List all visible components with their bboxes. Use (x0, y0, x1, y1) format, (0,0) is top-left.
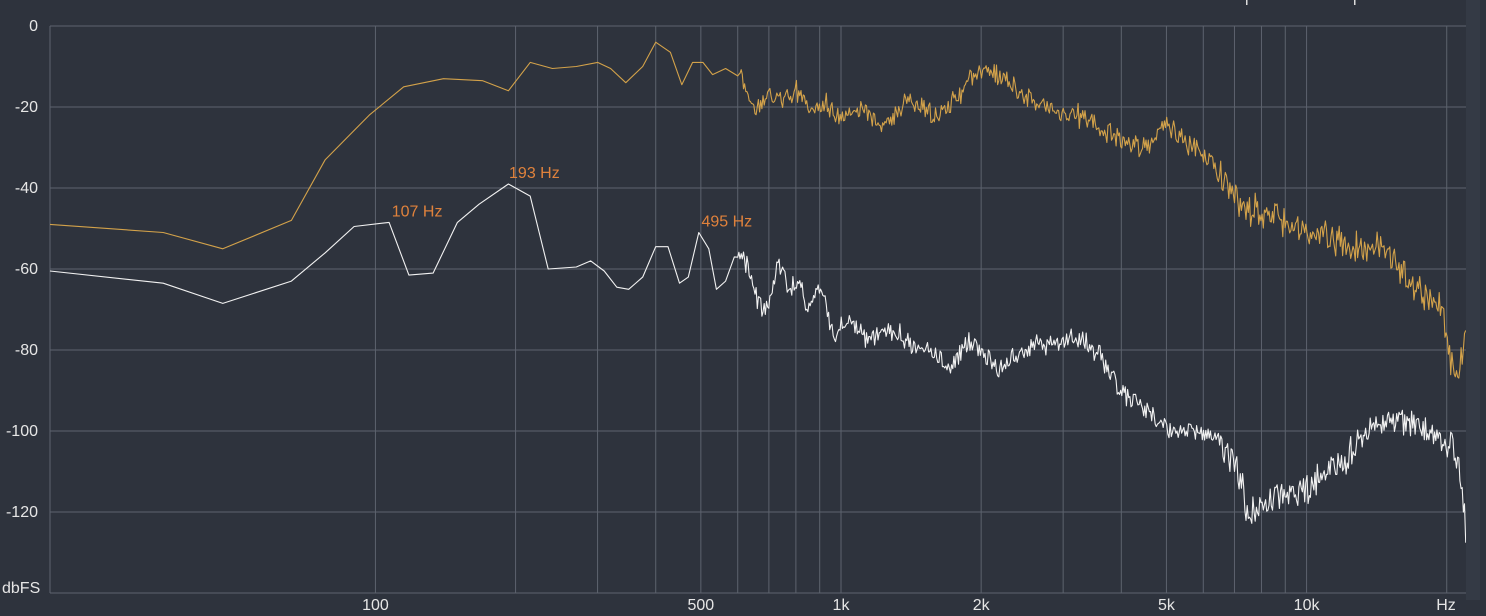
x-axis-title: Hz (1436, 597, 1456, 614)
series-group (49, 41, 1467, 543)
y-tick-label: -40 (15, 180, 38, 197)
x-tick-label: 5k (1158, 597, 1176, 614)
y-axis-title: dbFS (2, 580, 40, 597)
peak-label: 107 Hz (392, 203, 443, 220)
x-axis: 100 500 1k 2k 5k 10k (362, 597, 1320, 614)
peak-label: 495 Hz (701, 214, 752, 231)
top-right-marker-1 (1246, 0, 1248, 5)
y-tick-label: -80 (15, 342, 38, 359)
scrollbar-track[interactable] (1466, 0, 1480, 600)
y-tick-label: -20 (15, 99, 38, 116)
y-tick-label: 0 (29, 18, 38, 35)
x-tick-label: 100 (362, 597, 389, 614)
x-tick-label: 1k (833, 597, 851, 614)
top-right-marker-2 (1354, 0, 1356, 5)
series-line-upper (49, 41, 1467, 379)
series-line-lower (49, 183, 1467, 543)
y-tick-label: -100 (6, 423, 38, 440)
y-axis: 0 -20 -40 -60 -80 -100 -120 (6, 18, 38, 521)
peak-label: 193 Hz (509, 165, 560, 182)
y-tick-label: -60 (15, 261, 38, 278)
peak-labels: 107 Hz 193 Hz 495 Hz (392, 165, 752, 231)
x-tick-label: 2k (973, 597, 991, 614)
y-tick-label: -120 (6, 504, 38, 521)
grid (49, 25, 1466, 594)
x-tick-label: 10k (1294, 597, 1321, 614)
x-tick-label: 500 (687, 597, 714, 614)
